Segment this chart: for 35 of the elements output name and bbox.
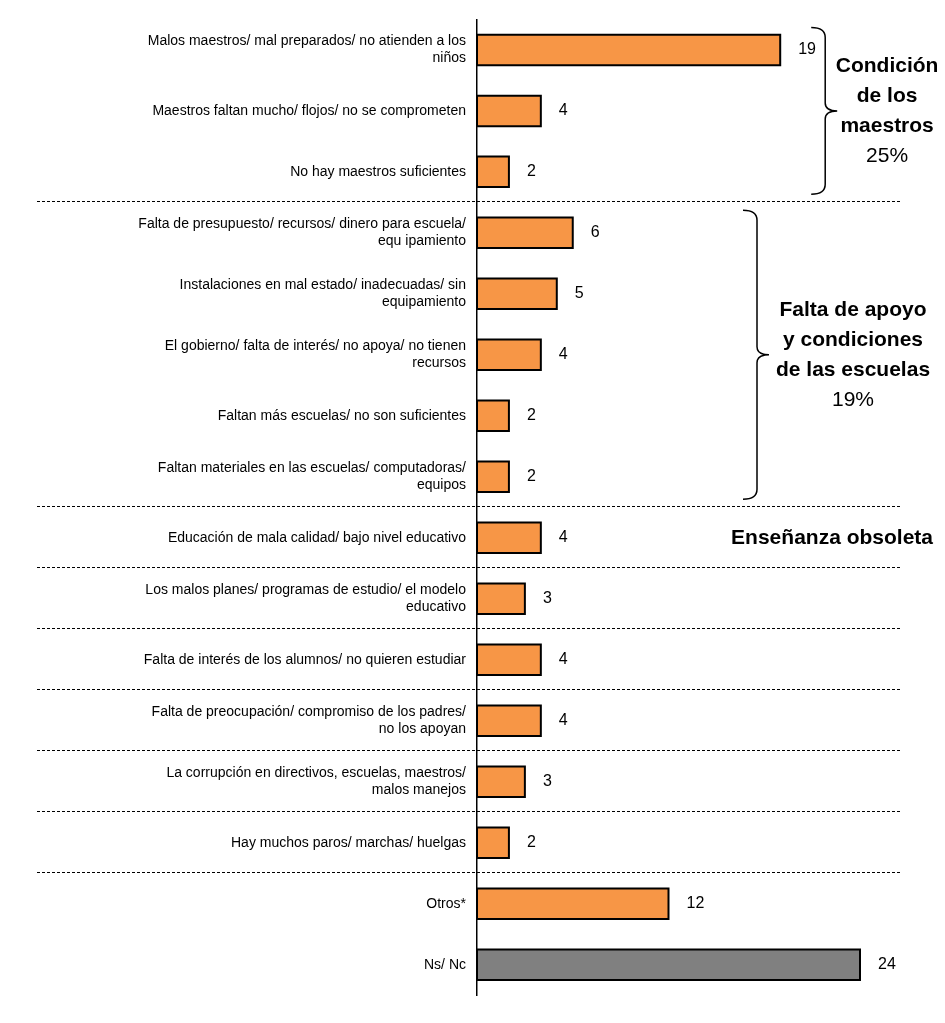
- data-label: 4: [558, 650, 568, 668]
- y-tick-label: Falta de interés de los alumnos/ no quieren estudiar: [143, 650, 467, 667]
- y-tick-label: Malos maestros/ mal preparados/ no atienden a los niños: [147, 32, 466, 66]
- data-label: 2: [526, 833, 536, 851]
- data-label: 4: [558, 711, 568, 729]
- y-tick-label: Faltan materiales en las escuelas/ computadoras/ equipos: [157, 459, 467, 493]
- y-tick-label: Ns/ Nc: [424, 955, 466, 972]
- y-tick-label: Otros*: [426, 894, 467, 911]
- y-tick-label: No hay maestros suficientes: [290, 162, 466, 179]
- data-label: 4: [558, 101, 568, 119]
- data-label: 4: [558, 528, 568, 546]
- y-tick-label: Falta de presupuesto/ recursos/ dinero para escuela/ equ ipamiento: [138, 215, 467, 249]
- y-tick-label: La corrupción en directivos, escuelas, maestros/ malos manejos: [166, 764, 467, 797]
- data-label: 5: [574, 284, 584, 302]
- y-tick-label: Falta de preocupación/ compromiso de los padres/ no los apoyan: [151, 703, 467, 737]
- y-tick-label: El gobierno/ falta de interés/ no apoya/ no tienen recursos: [164, 337, 466, 371]
- annotation: Falta de apoyo y condiciones de las escuelas 19%: [775, 296, 931, 410]
- data-label: 6: [590, 223, 600, 241]
- y-tick-label: Educación de mala calidad/ bajo nivel educativo: [167, 528, 467, 545]
- data-label: 2: [526, 406, 536, 424]
- data-label: 4: [558, 345, 568, 363]
- data-label: 3: [542, 772, 552, 790]
- y-tick-label: Faltan más escuelas/ no son suficientes: [217, 406, 466, 423]
- y-tick-label: Maestros faltan mucho/ flojos/ no se comprometen: [152, 101, 466, 118]
- data-label: 24: [878, 955, 896, 973]
- data-label: 19: [798, 40, 817, 58]
- y-tick-label: Hay muchos paros/ marchas/ huelgas: [231, 833, 466, 850]
- data-label: 3: [542, 589, 552, 607]
- annotation: Enseñanza obsoleta: [731, 524, 934, 548]
- data-label: 2: [526, 162, 536, 180]
- data-label: 12: [686, 894, 705, 912]
- data-label: 2: [526, 467, 536, 485]
- y-tick-label: Los malos planes/ programas de estudio/ el modelo educativo: [145, 581, 467, 615]
- annotation: Condición de los maestros 25%: [835, 52, 939, 166]
- y-tick-label: Instalaciones en mal estado/ inadecuadas/ sin equipamiento: [179, 276, 467, 310]
